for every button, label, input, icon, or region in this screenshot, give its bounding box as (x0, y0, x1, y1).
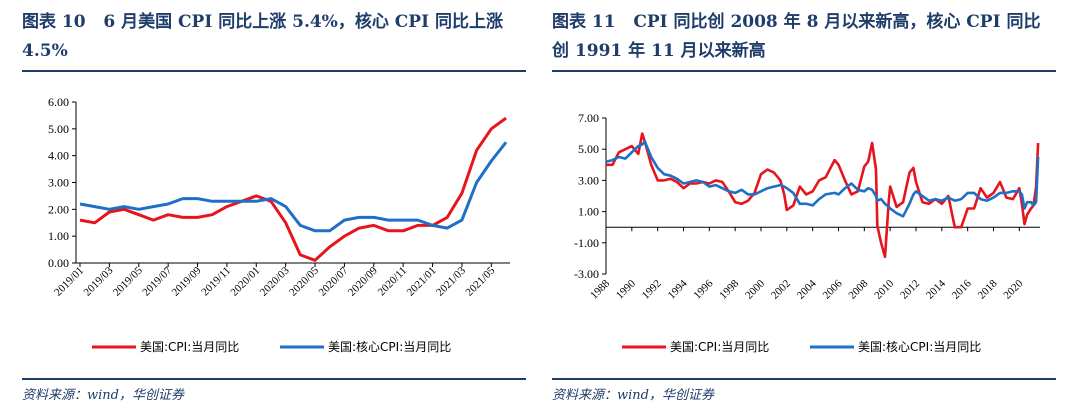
chart-title: 图表 11 CPI 同比创 2008 年 8 月以来新高，核心 CPI 同比创 … (552, 8, 1056, 66)
y-tick-label: 1.00 (48, 229, 69, 243)
legend-label: 美国:CPI:当月同比 (670, 340, 769, 354)
figure-number: 图表 11 (552, 12, 616, 32)
x-tick-label: 2020/11 (376, 265, 410, 299)
x-tick-label: 2012 (898, 278, 922, 302)
series-line-cpi (79, 116, 507, 262)
source-note: 资料来源：wind，华创证券 (22, 388, 184, 403)
x-tick-label: 2020 (1001, 277, 1025, 301)
y-tick-label: 6.00 (48, 95, 69, 109)
x-tick-label: 2019/11 (199, 265, 233, 299)
x-tick-label: 1992 (640, 278, 664, 302)
x-tick-label: 2019/07 (140, 264, 174, 298)
chart-title: 图表 10 6 月美国 CPI 同比上涨 5.4%，核心 CPI 同比上涨 4.… (22, 8, 526, 66)
title-divider (552, 70, 1056, 72)
y-tick-label: 1.00 (578, 205, 599, 219)
x-tick-label: 2021/01 (405, 265, 439, 299)
x-tick-label: 2021/03 (434, 264, 468, 298)
title-divider (22, 70, 526, 72)
x-tick-label: 2021/05 (463, 264, 497, 298)
x-tick-label: 1990 (614, 277, 638, 301)
x-tick-label: 2004 (795, 277, 819, 301)
series-line-core-cpi (605, 140, 1040, 218)
chart-panel-cpi-history: 图表 11 CPI 同比创 2008 年 8 月以来新高，核心 CPI 同比创 … (552, 0, 1056, 418)
y-tick-label: 3.00 (578, 173, 599, 187)
x-tick-label: 2002 (769, 278, 793, 302)
x-tick-label: 2020/05 (287, 264, 321, 298)
figure-title: 6 月美国 CPI 同比上涨 5.4%，核心 CPI 同比上涨 4.5% (22, 12, 503, 61)
source-divider (22, 378, 526, 380)
y-tick-label: 2.00 (48, 202, 69, 216)
x-tick-label: 2006 (821, 277, 845, 301)
figure-title: CPI 同比创 2008 年 8 月以来新高，核心 CPI 同比创 1991 年… (552, 12, 1041, 61)
y-tick-label: 7.00 (578, 111, 599, 125)
series-line-core-cpi (79, 141, 508, 233)
x-tick-label: 2018 (976, 277, 1000, 301)
x-tick-label: 2019/03 (82, 264, 116, 298)
x-tick-label: 1998 (717, 277, 741, 301)
legend-label: 美国:核心CPI:当月同比 (858, 340, 981, 354)
x-tick-label: 2000 (743, 277, 767, 301)
source-note: 资料来源：wind，华创证券 (552, 388, 714, 403)
x-tick-label: 2019/09 (170, 264, 204, 298)
x-tick-label: 2014 (924, 277, 948, 301)
y-tick-label: 5.00 (578, 142, 599, 156)
line-chart-cpi-2019-2021: 6.005.004.003.002.001.000.002019/012019/… (48, 95, 510, 354)
y-tick-label: 0.00 (48, 256, 69, 270)
chart-panel-cpi-recent: 图表 10 6 月美国 CPI 同比上涨 5.4%，核心 CPI 同比上涨 4.… (22, 0, 526, 418)
x-tick-label: 2008 (846, 277, 870, 301)
x-tick-label: 2010 (872, 277, 896, 301)
y-tick-label: 3.00 (48, 176, 69, 190)
source-divider (552, 378, 1056, 380)
x-tick-label: 1996 (691, 277, 715, 301)
y-tick-label: 4.00 (48, 149, 69, 163)
figure-number: 图表 10 (22, 12, 86, 32)
y-tick-label: -1.00 (574, 236, 599, 250)
x-tick-label: 2020/09 (346, 264, 380, 298)
x-tick-label: 2020/01 (228, 265, 262, 299)
legend-label: 美国:CPI:当月同比 (140, 340, 239, 354)
legend-label: 美国:核心CPI:当月同比 (328, 340, 451, 354)
x-tick-label: 2020/03 (258, 264, 292, 298)
x-tick-label: 1994 (666, 277, 690, 301)
x-tick-label: 2016 (950, 277, 974, 301)
y-tick-label: 5.00 (48, 122, 69, 136)
series-line-cpi (606, 132, 1040, 259)
x-tick-label: 2020/07 (317, 264, 351, 298)
y-tick-label: -3.00 (574, 267, 599, 281)
x-tick-label: 2019/05 (111, 264, 145, 298)
